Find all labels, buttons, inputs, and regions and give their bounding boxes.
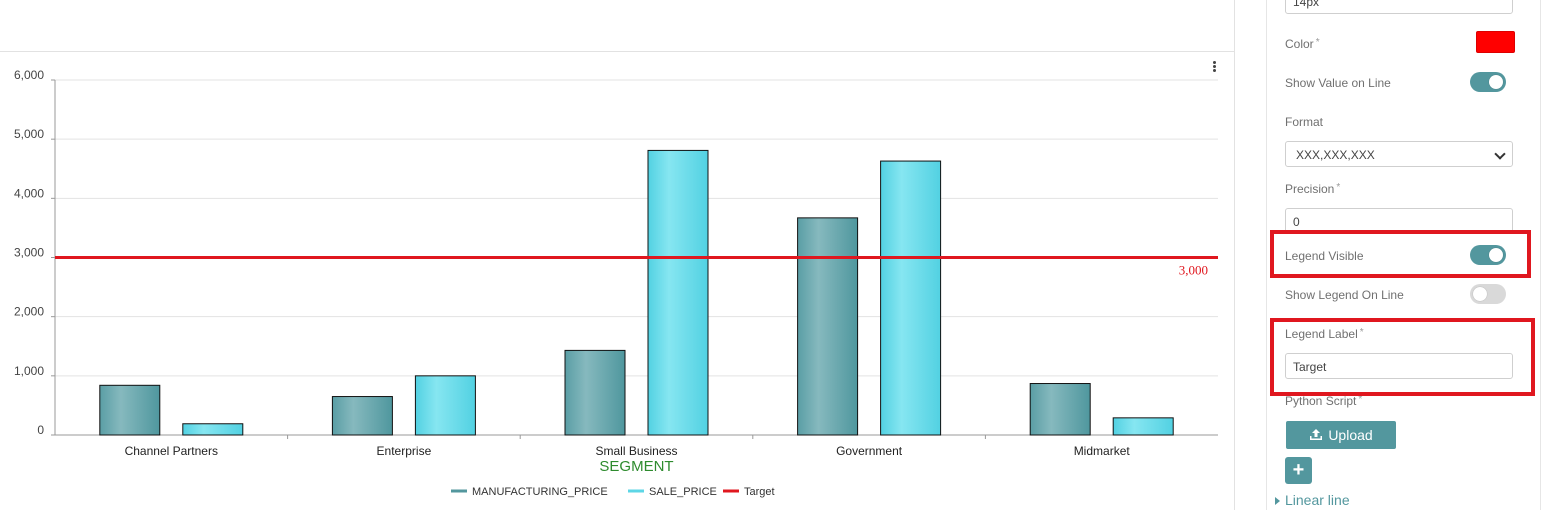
- linear-line-section[interactable]: Linear line: [1275, 492, 1350, 508]
- x-tick-label: Midmarket: [1074, 444, 1131, 458]
- x-axis-title: SEGMENT: [599, 458, 673, 475]
- y-tick-label: 4,000: [14, 186, 44, 200]
- bar-sale-price: [880, 160, 942, 436]
- add-button[interactable]: +: [1285, 457, 1312, 484]
- color-label: Color *: [1285, 37, 1320, 51]
- chevron-down-icon: [1494, 148, 1506, 160]
- settings-panel: 14px Color * Show Value on Line Format XX…: [1267, 0, 1540, 510]
- legend-visible-label: Legend Visible: [1285, 249, 1364, 263]
- legend-visible-toggle[interactable]: [1470, 245, 1506, 265]
- format-selected-value: XXX,XXX,XXX: [1296, 148, 1375, 162]
- top-divider: [0, 51, 1234, 52]
- legend-label-input[interactable]: Target: [1285, 353, 1513, 379]
- legend-visible-highlight: [1270, 230, 1531, 278]
- y-tick-label: 1,000: [14, 364, 44, 378]
- upload-label: Upload: [1328, 427, 1373, 443]
- bar-sale-price: [647, 149, 709, 436]
- caret-right-icon: [1275, 497, 1280, 505]
- x-tick-label: Government: [836, 444, 903, 458]
- x-tick-label: Enterprise: [377, 444, 432, 458]
- bar-manufacturing-price: [564, 349, 626, 436]
- panel-divider: [1234, 0, 1235, 510]
- target-value-label: 3,000: [1179, 263, 1208, 278]
- bar-sale-price: [1112, 417, 1174, 436]
- y-tick-label: 2,000: [14, 305, 44, 319]
- linear-line-label: Linear line: [1285, 492, 1350, 508]
- y-tick-label: 0: [37, 423, 44, 437]
- panel-right-border: [1540, 0, 1541, 510]
- bar-sale-price: [414, 375, 476, 436]
- precision-label: Precision *: [1285, 182, 1341, 196]
- y-tick-label: 6,000: [14, 68, 44, 82]
- bar-manufacturing-price: [331, 396, 393, 436]
- bar-chart: 0 1,000 2,000 3,000 4,000 5,000 6,000 Channel P…: [14, 68, 1218, 498]
- show-value-on-line-toggle[interactable]: [1470, 72, 1506, 92]
- show-legend-on-line-label: Show Legend On Line: [1285, 288, 1404, 302]
- format-label: Format: [1285, 115, 1324, 129]
- show-legend-on-line-toggle[interactable]: [1470, 284, 1506, 304]
- font-size-input[interactable]: 14px: [1285, 0, 1513, 14]
- legend-label: Target: [744, 486, 775, 498]
- legend-label: MANUFACTURING_PRICE: [472, 486, 608, 498]
- bar-manufacturing-price: [797, 217, 859, 436]
- python-script-label: Python Script *: [1285, 394, 1363, 408]
- bar-manufacturing-price: [1029, 383, 1091, 436]
- legend-label-highlight: [1270, 318, 1535, 396]
- precision-input[interactable]: 0: [1285, 208, 1513, 234]
- panel-left-border: [1266, 0, 1267, 510]
- chart-area: 0 1,000 2,000 3,000 4,000 5,000 6,000 Channel P…: [0, 51, 1234, 498]
- y-tick-label: 5,000: [14, 127, 44, 141]
- format-select[interactable]: XXX,XXX,XXX: [1285, 141, 1513, 167]
- legend-label-label: Legend Label *: [1285, 327, 1364, 341]
- bar-manufacturing-price: [99, 384, 161, 436]
- x-tick-label: Small Business: [595, 444, 677, 458]
- upload-button[interactable]: Upload: [1286, 421, 1396, 449]
- more-options-icon[interactable]: [1208, 60, 1220, 76]
- show-value-on-line-label: Show Value on Line: [1285, 76, 1391, 90]
- color-swatch[interactable]: [1476, 31, 1515, 53]
- bar-sale-price: [182, 423, 244, 436]
- upload-icon: [1310, 429, 1323, 440]
- legend-label: SALE_PRICE: [649, 486, 717, 498]
- x-tick-label: Channel Partners: [125, 444, 218, 458]
- y-tick-label: 3,000: [14, 246, 44, 260]
